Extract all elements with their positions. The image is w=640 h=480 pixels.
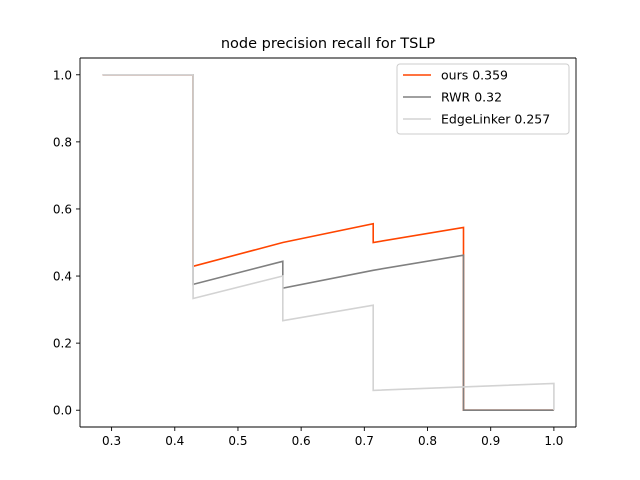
y-tick-label: 1.0 bbox=[53, 68, 72, 82]
chart-title: node precision recall for TSLP bbox=[221, 36, 436, 52]
legend-label: EdgeLinker 0.257 bbox=[441, 112, 550, 127]
x-axis-ticks: 0.3 0.4 0.5 0.6 0.7 0.8 0.9 1.0 bbox=[102, 427, 563, 448]
x-tick-label: 0.5 bbox=[228, 434, 247, 448]
x-tick-label: 0.8 bbox=[418, 434, 437, 448]
y-tick-label: 0.6 bbox=[53, 202, 72, 216]
y-tick-label: 0.2 bbox=[53, 337, 72, 351]
legend-label: RWR 0.32 bbox=[441, 90, 502, 105]
axes-layer bbox=[79, 57, 577, 428]
x-tick-label: 0.4 bbox=[165, 434, 184, 448]
legend: ours 0.359 RWR 0.32 EdgeLinker 0.257 bbox=[396, 63, 570, 135]
x-tick-label: 1.0 bbox=[544, 434, 563, 448]
x-tick-label: 0.7 bbox=[355, 434, 374, 448]
series-line-2 bbox=[102, 74, 555, 411]
x-tick-label: 0.3 bbox=[102, 434, 121, 448]
legend-box bbox=[396, 63, 570, 135]
y-axis-ticks: 0.0 0.2 0.4 0.6 0.8 1.0 bbox=[53, 68, 80, 418]
x-tick-label: 0.9 bbox=[481, 434, 500, 448]
y-tick-label: 0.8 bbox=[53, 135, 72, 149]
series-layer bbox=[102, 74, 555, 412]
y-tick-label: 0.4 bbox=[53, 270, 72, 284]
y-tick-label: 0.0 bbox=[53, 404, 72, 418]
x-tick-label: 0.6 bbox=[292, 434, 311, 448]
legend-label: ours 0.359 bbox=[441, 68, 508, 83]
